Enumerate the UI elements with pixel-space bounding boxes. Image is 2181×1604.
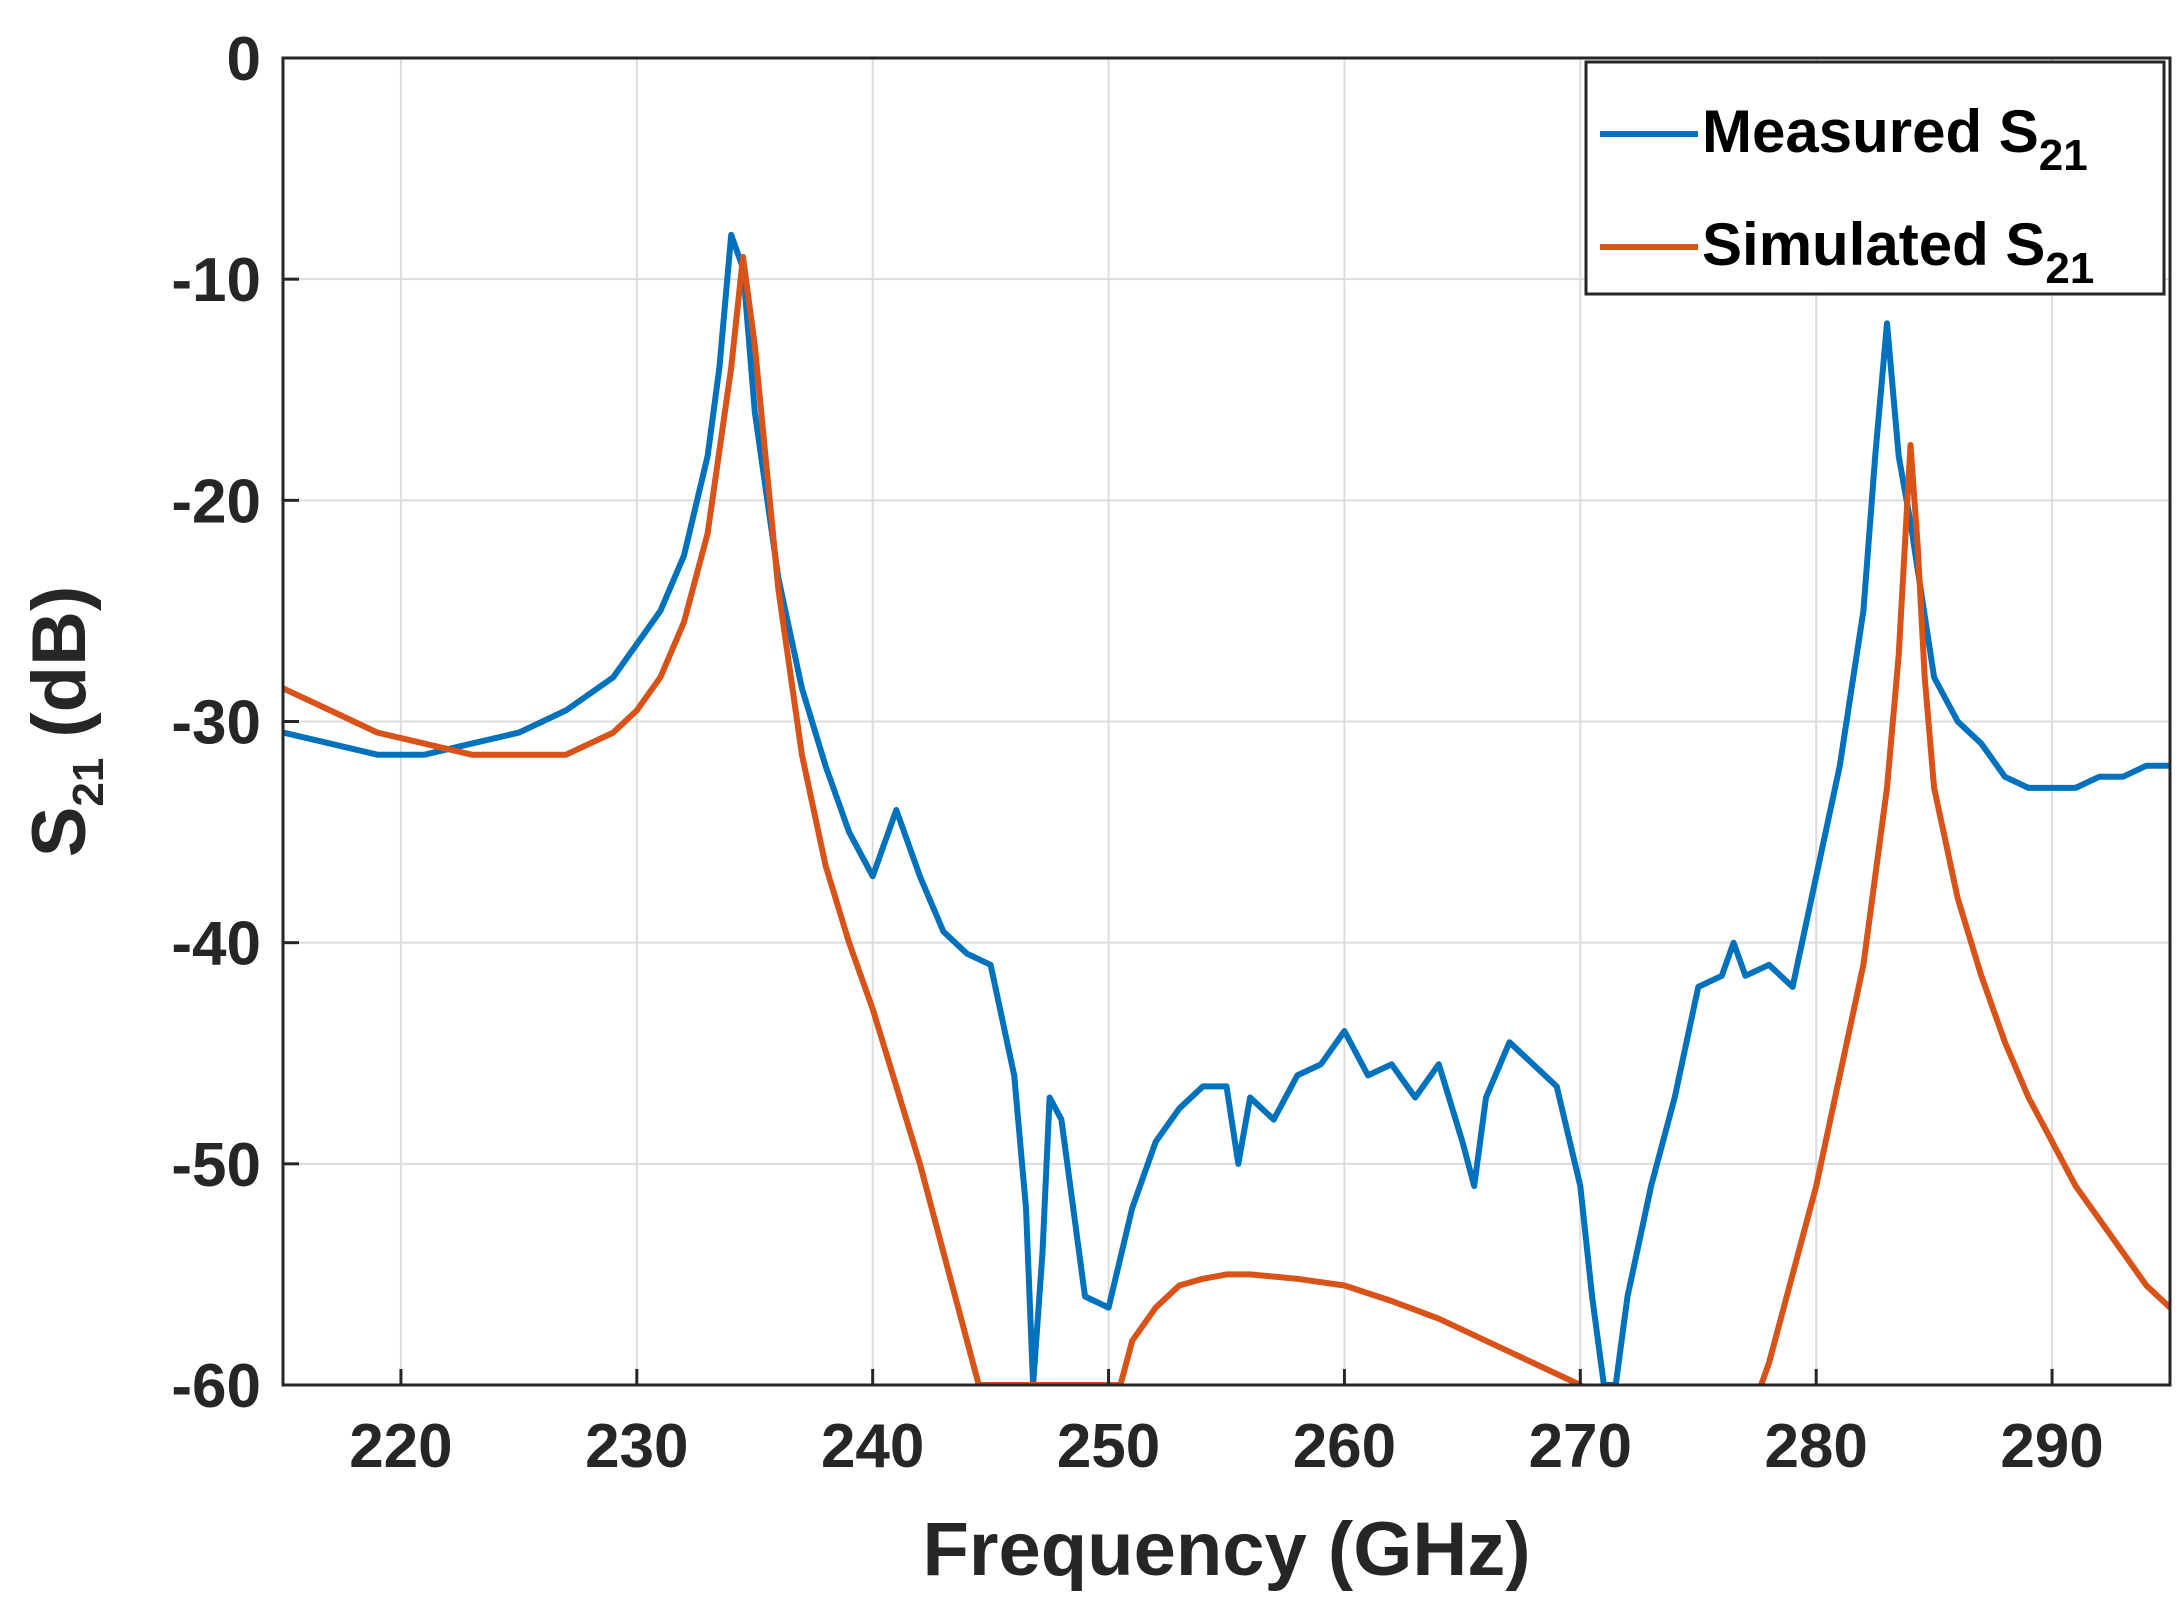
x-tick-label: 240 [821,1412,924,1481]
x-tick-label: 290 [2000,1412,2103,1481]
legend-label-simulated: Simulated S21 [1702,211,2094,293]
x-tick-label: 230 [585,1412,688,1481]
legend-box [1584,60,2166,296]
x-axis-ticks: 220 230 240 250 260 270 280 290 [349,1369,2104,1481]
y-tick-label: -10 [171,246,261,315]
x-tick-label: 270 [1529,1412,1632,1481]
x-tick-label: 280 [1764,1412,1867,1481]
x-tick-label: 260 [1293,1412,1396,1481]
y-tick-label: -60 [171,1352,261,1421]
y-axis-label-subscript: 21 [64,758,113,807]
legend: Measured S21 Simulated S21 [1584,60,2166,296]
y-tick-label: -30 [171,689,261,758]
y-axis-label-main: S [17,807,102,858]
x-axis-label: Frequency (GHz) [922,1507,1530,1592]
y-axis-label-unit: (dB) [17,586,102,738]
y-tick-label: -20 [171,467,261,536]
y-tick-label: 0 [227,25,261,94]
grid [283,57,2170,1386]
legend-label-measured: Measured S21 [1702,98,2088,180]
x-tick-label: 220 [349,1412,452,1481]
y-axis-label: S21 (dB) [17,586,113,858]
y-tick-label: -40 [171,910,261,979]
series-line-simulated [283,254,2170,1385]
x-tick-label: 250 [1057,1412,1160,1481]
y-tick-label: -50 [171,1131,261,1200]
y-axis-ticks: 0 -10 -20 -30 -40 -50 -60 [171,25,299,1421]
plot-area [283,231,2170,1385]
